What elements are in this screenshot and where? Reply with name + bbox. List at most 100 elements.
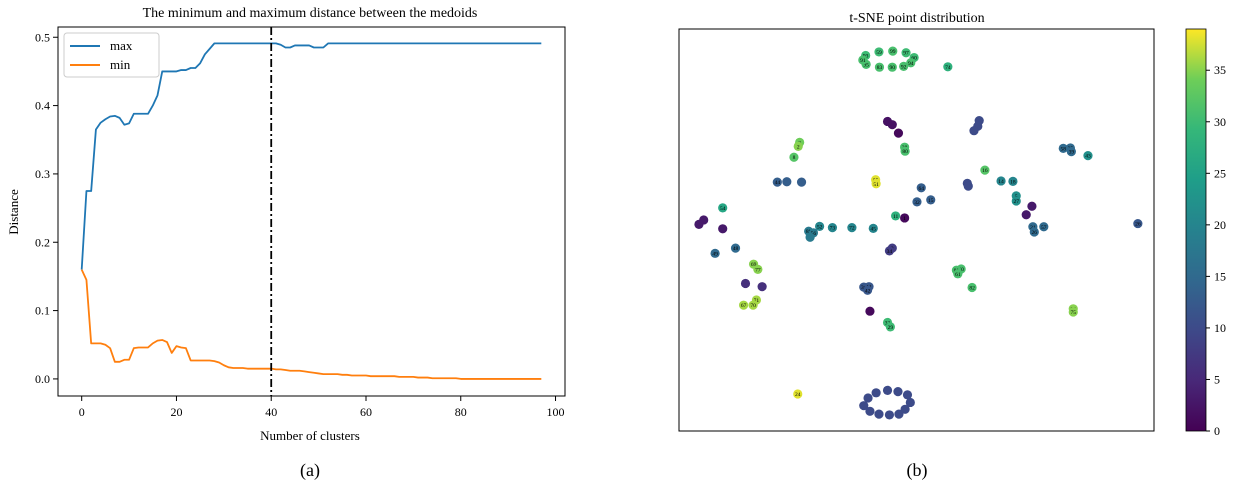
colorbar-tick-label: 35: [1214, 63, 1226, 77]
colorbar-tick-label: 30: [1214, 115, 1226, 129]
scatter-point: [980, 165, 990, 175]
x-tick-label: 100: [547, 405, 565, 419]
x-tick-label: 60: [360, 405, 372, 419]
scatter-point-label: 57: [1041, 225, 1047, 231]
y-tick-label: 0.2: [35, 235, 50, 249]
scatter-point: [899, 61, 909, 71]
scatter-point: [1029, 227, 1039, 237]
y-tick-label: 0.3: [35, 167, 50, 181]
scatter-point: [884, 410, 895, 420]
scatter-point-label: 8: [793, 155, 796, 161]
x-tick-label: 80: [455, 405, 467, 419]
scatter-point-label: 59: [876, 50, 882, 56]
scatter-point: [1039, 222, 1049, 232]
scatter-point: [796, 177, 807, 187]
scatter-point: [1008, 176, 1018, 186]
scatter-chart-frame: [678, 28, 1155, 432]
scatter-point: [887, 120, 897, 130]
scatter-point: [793, 141, 803, 151]
scatter-point: [874, 62, 885, 72]
line-chart-y-ticks: 0.0 0.1 0.2 0.3 0.4 0.5: [35, 30, 58, 386]
scatter-point-label: 52: [817, 224, 823, 230]
legend-label-max: max: [110, 38, 133, 53]
scatter-point-label: 74: [945, 65, 951, 71]
scatter-points: 9359999760949290839591743283880583539431…: [694, 46, 1143, 420]
scatter-point-label: 51: [873, 182, 879, 188]
scatter-point: [916, 183, 926, 193]
scatter-point: [906, 58, 916, 68]
colorbar-tick-label: 5: [1214, 372, 1220, 386]
scatter-point: [1021, 210, 1031, 220]
scatter-point: [900, 213, 910, 223]
scatter-point-label: 92: [901, 64, 907, 70]
scatter-point-label: 48: [733, 246, 739, 252]
colorbar-tick-label: 15: [1214, 269, 1226, 283]
line-chart-frame: [57, 26, 566, 397]
scatter-point-label: 77: [755, 267, 761, 273]
scatter-point-label: 40: [958, 267, 964, 273]
panel-label-a: (a): [300, 460, 320, 481]
scatter-point: [996, 176, 1006, 186]
scatter-point-label: 2: [797, 144, 800, 150]
scatter-point: [888, 46, 898, 56]
scatter-chart-panel: t-SNE point distribution 935999976094929…: [678, 11, 1226, 481]
scatter-point-label: 88: [806, 229, 812, 235]
colorbar-tick-label: 20: [1214, 218, 1226, 232]
scatter-point-label: 24: [795, 392, 801, 398]
scatter-point-label: 11: [893, 214, 899, 220]
scatter-point-label: 15: [928, 198, 934, 204]
line-chart-legend: max min: [63, 32, 160, 78]
scatter-point-label: 91: [860, 58, 866, 64]
scatter-point: [782, 177, 792, 187]
y-tick-label: 0.0: [35, 372, 50, 386]
scatter-point: [874, 409, 884, 419]
scatter-point: [815, 221, 825, 231]
scatter-point-label: 61: [955, 272, 961, 278]
scatter-point-label: 54: [720, 206, 726, 212]
scatter-point: [789, 152, 799, 162]
line-chart-panel: The minimum and maximum distance between…: [6, 6, 566, 481]
scatter-point-label: 60: [911, 56, 917, 62]
scatter-point-label: 16: [982, 168, 988, 174]
scatter-point: [694, 219, 704, 229]
scatter-point: [885, 322, 895, 332]
scatter-point: [943, 62, 953, 72]
scatter-point-label: 82: [969, 285, 975, 291]
scatter-point: [863, 393, 873, 403]
line-chart-title: The minimum and maximum distance between…: [143, 6, 478, 21]
scatter-point: [739, 300, 749, 310]
scatter-point-label: 56: [811, 231, 817, 237]
line-chart-series: [80, 42, 542, 380]
scatter-point-label: 64: [919, 186, 925, 192]
scatter-point: [871, 388, 881, 398]
panel-label-b: (b): [907, 460, 928, 481]
scatter-point: [902, 390, 913, 400]
scatter-point-label: 80: [902, 149, 908, 155]
scatter-point: [871, 179, 881, 189]
scatter-point-label: 18: [1010, 179, 1016, 185]
scatter-point: [882, 385, 893, 395]
scatter-point: [710, 248, 720, 258]
scatter-point: [757, 282, 767, 292]
scatter-point-label: 83: [877, 65, 883, 71]
scatter-point: [1011, 196, 1021, 206]
scatter-point: [963, 181, 973, 191]
scatter-point-label: 26: [1135, 222, 1141, 228]
scatter-point: [718, 224, 728, 234]
y-tick-label: 0.1: [35, 304, 50, 318]
scatter-point-label: 14: [998, 179, 1004, 185]
y-tick-label: 0.5: [35, 30, 50, 44]
scatter-point-label: 97: [903, 51, 909, 57]
scatter-point-label: 1: [903, 216, 906, 222]
scatter-point-label: 27: [1014, 199, 1020, 205]
scatter-point: [865, 406, 875, 416]
scatter-point-label: 29: [888, 325, 894, 331]
scatter-point-label: 73: [830, 226, 836, 232]
colorbar-tick-label: 25: [1214, 166, 1226, 180]
x-tick-label: 40: [265, 405, 277, 419]
line-chart-x-ticks: 0 20 40 60 80 100: [79, 396, 565, 419]
scatter-point-label: 71: [754, 298, 760, 304]
scatter-point: [827, 222, 838, 233]
scatter-point: [912, 197, 922, 207]
